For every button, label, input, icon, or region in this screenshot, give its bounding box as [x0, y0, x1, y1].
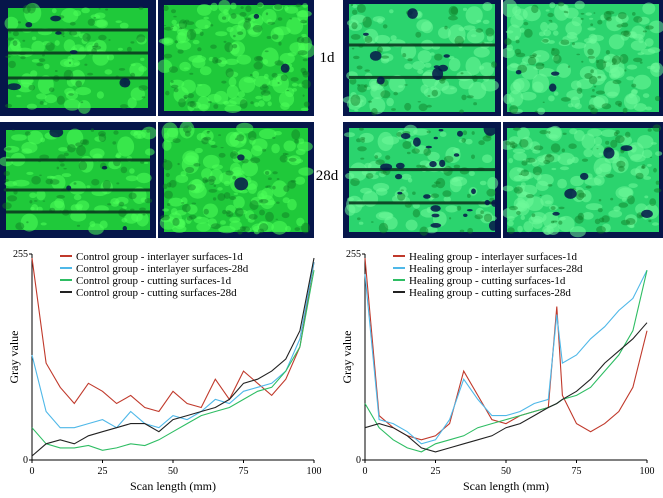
x-tick-label: 0 — [30, 466, 35, 477]
y-tick-label: 0 — [356, 455, 361, 466]
legend-label-0: Healing group - interlayer surfaces-1d — [409, 251, 577, 263]
x-tick-label: 0 — [363, 466, 368, 477]
x-tick-label: 75 — [239, 466, 249, 477]
photo-healing-cutting-1d — [503, 0, 663, 116]
photo-healing-interlayer-1d — [343, 0, 501, 116]
y-axis-label: Gray value — [340, 331, 354, 384]
legend-label-1: Control group - interlayer surfaces-28d — [76, 263, 249, 275]
x-tick-label: 100 — [640, 466, 655, 477]
legend-label-2: Healing group - cutting surfaces-1d — [409, 275, 566, 287]
series-line-3 — [31, 257, 315, 457]
x-tick-label: 50 — [501, 466, 511, 477]
x-tick-label: 100 — [307, 466, 322, 477]
legend-label-3: Healing group - cutting surfaces-28d — [409, 287, 571, 299]
legend-label-2: Control group - cutting surfaces-1d — [76, 275, 232, 287]
row-label-28d: 28d — [315, 168, 339, 184]
x-tick-label: 50 — [168, 466, 178, 477]
legend-label-3: Control group - cutting surfaces-28d — [76, 287, 237, 299]
photo-healing-cutting-28d — [503, 122, 663, 238]
series-line-1 — [364, 269, 648, 445]
row-label-1d: 1d — [319, 50, 335, 66]
series-line-2 — [31, 270, 315, 451]
legend-label-1: Healing group - interlayer surfaces-28d — [409, 263, 583, 275]
series-line-0 — [31, 257, 315, 413]
y-tick-label: 255 — [346, 249, 361, 260]
x-tick-label: 25 — [98, 466, 108, 477]
y-tick-label: 255 — [13, 249, 28, 260]
series-line-2 — [364, 270, 648, 453]
y-axis-label: Gray value — [7, 331, 21, 384]
series-line-3 — [364, 322, 648, 453]
photo-control-cutting-28d — [158, 122, 314, 238]
x-tick-label: 25 — [431, 466, 441, 477]
photo-control-cutting-1d — [158, 0, 314, 116]
chart-control: 0 25 50 75 100 0 255 Scan length (mm) Gray value… — [0, 242, 330, 498]
y-tick-label: 0 — [23, 455, 28, 466]
series-line-1 — [31, 262, 315, 429]
chart-healing: 0 25 50 75 100 0 255 Scan length (mm) Gray value… — [333, 242, 663, 498]
x-tick-label: 75 — [572, 466, 582, 477]
x-axis-label: Scan length (mm) — [130, 479, 216, 493]
legend-label-0: Control group - interlayer surfaces-1d — [76, 251, 243, 263]
photo-healing-interlayer-28d — [343, 122, 501, 238]
photo-control-interlayer-28d — [0, 122, 156, 238]
x-axis-label: Scan length (mm) — [463, 479, 549, 493]
photo-control-interlayer-1d — [0, 0, 156, 116]
